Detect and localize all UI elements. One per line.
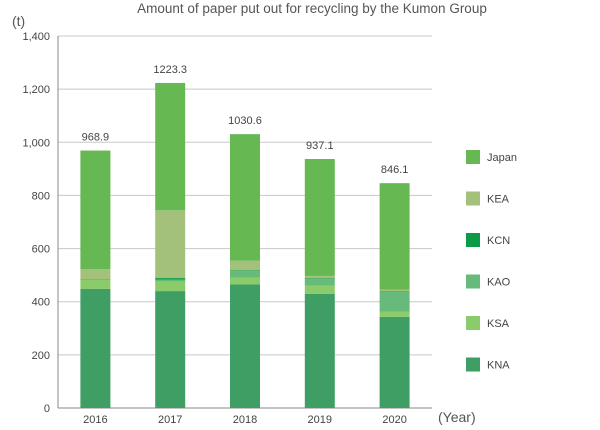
bar-segment-kna	[304, 293, 335, 408]
x-axis-unit: (Year)	[438, 409, 476, 425]
bar-segment-ksa	[230, 277, 260, 285]
y-tick-label: 400	[32, 297, 50, 309]
legend-swatch-kna	[466, 357, 480, 372]
total-label: 937.1	[306, 140, 334, 152]
bar-segment-kcn	[230, 270, 260, 272]
legend-label-kna: KNA	[487, 360, 510, 372]
legend-label-japan: Japan	[487, 152, 517, 164]
bar-segment-ksa	[379, 311, 410, 317]
bar-segment-kna	[230, 284, 260, 408]
x-tick-label: 2019	[308, 414, 332, 426]
legend-label-kcn: KCN	[487, 235, 510, 247]
y-tick-label: 0	[44, 403, 50, 415]
bar-segment-japan	[80, 150, 111, 270]
bar-segment-kna	[155, 291, 186, 408]
legend-label-kea: KEA	[487, 194, 510, 206]
bar-segment-ksa	[80, 279, 111, 289]
legend-swatch-kea	[466, 191, 480, 206]
x-tick-label: 2020	[382, 414, 406, 426]
bar-segment-kao	[304, 279, 335, 286]
bar-segment-kea	[230, 260, 260, 271]
legend-label-kao: KAO	[487, 277, 511, 289]
x-tick-label: 2018	[233, 414, 257, 426]
bar-segment-kna	[80, 288, 111, 408]
bar-segment-kao	[155, 279, 186, 282]
bar-segment-kcn	[304, 278, 335, 280]
bar-segment-japan	[304, 158, 335, 276]
y-tick-label: 200	[32, 350, 50, 362]
y-tick-label: 1,400	[22, 31, 50, 43]
bar-segment-kna	[379, 316, 410, 408]
bar-segment-kao	[230, 271, 260, 278]
y-tick-label: 1,200	[22, 84, 50, 96]
bar-segment-kao	[379, 291, 410, 312]
bar-segment-kea	[379, 289, 410, 292]
bar-segment-kcn	[155, 278, 186, 280]
x-tick-label: 2017	[158, 414, 182, 426]
total-label: 1030.6	[228, 115, 262, 127]
y-tick-label: 1,000	[22, 137, 50, 149]
y-tick-label: 800	[32, 190, 50, 202]
bar-segment-ksa	[304, 285, 335, 294]
chart-title: Amount of paper put out for recycling by…	[137, 1, 487, 16]
y-tick-label: 600	[32, 244, 50, 256]
bar-segment-kea	[80, 269, 111, 280]
bar-segment-japan	[230, 134, 260, 261]
bar-segment-kea	[155, 210, 186, 279]
total-label: 1223.3	[153, 64, 187, 76]
y-axis-unit: (t)	[12, 13, 25, 29]
legend-swatch-ksa	[466, 316, 480, 330]
bar-segment-japan	[379, 183, 410, 290]
x-tick-label: 2016	[83, 414, 107, 426]
legend-swatch-kcn	[466, 233, 480, 247]
bar-segment-kcn	[379, 291, 410, 292]
total-label: 968.9	[82, 132, 110, 144]
bar-segment-ksa	[155, 281, 186, 292]
legend-swatch-japan	[466, 150, 480, 164]
total-label: 846.1	[381, 164, 409, 176]
bar-segment-japan	[155, 82, 186, 211]
legend-swatch-kao	[466, 274, 480, 289]
bar-segment-kea	[304, 275, 335, 279]
bar-segment-kcn	[80, 279, 111, 280]
legend-label-ksa: KSA	[487, 318, 510, 330]
